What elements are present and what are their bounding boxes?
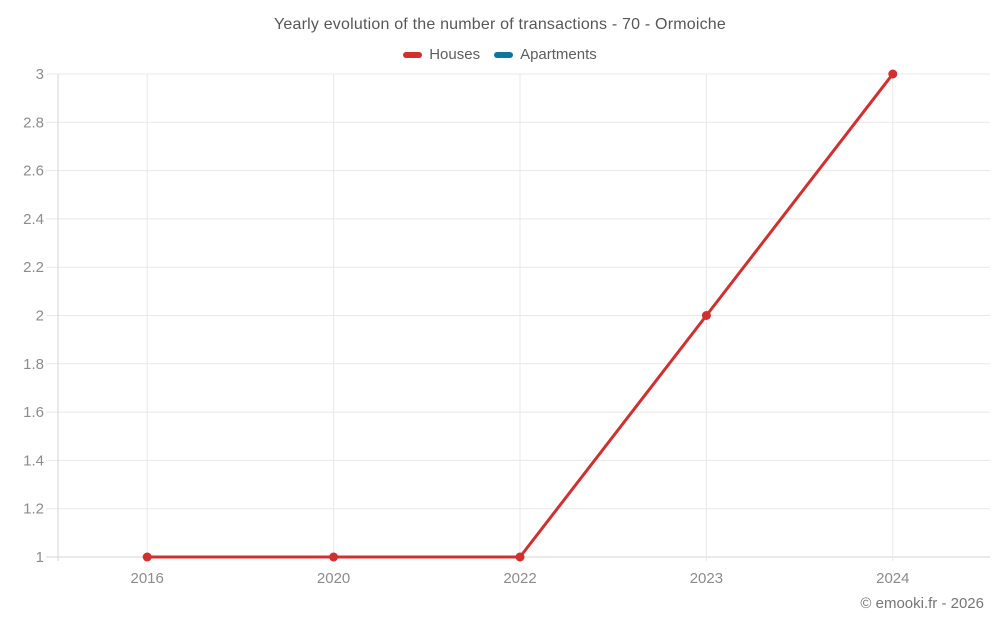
y-tick-label: 1.4 (23, 452, 44, 469)
legend-label-houses: Houses (429, 46, 481, 63)
data-point-houses[interactable] (142, 552, 152, 562)
x-tick-label: 2020 (317, 570, 350, 587)
x-tick-label: 2016 (131, 570, 164, 587)
chart-legend: Houses Apartments (0, 46, 1000, 63)
data-point-houses[interactable] (329, 552, 339, 562)
y-tick-label: 2.6 (23, 163, 44, 180)
y-tick-label: 1 (36, 549, 44, 566)
y-tick-label: 2 (36, 308, 44, 325)
y-tick-label: 2.4 (23, 211, 44, 228)
y-tick-label: 2.2 (23, 259, 44, 276)
legend-label-apartments: Apartments (520, 46, 597, 63)
data-point-houses[interactable] (701, 311, 711, 320)
houses-swatch-icon (403, 51, 423, 58)
chart-title: Yearly evolution of the number of transa… (273, 16, 727, 33)
y-tick-label: 2.8 (23, 114, 44, 131)
x-tick-label: 2024 (876, 570, 909, 587)
y-tick-label: 3 (36, 66, 44, 83)
y-tick-label: 1.6 (23, 404, 44, 421)
data-point-houses[interactable] (515, 552, 525, 562)
y-tick-label: 1.2 (23, 501, 44, 518)
data-point-houses[interactable] (888, 69, 898, 79)
x-tick-label: 2022 (503, 570, 536, 587)
legend-item-houses[interactable]: Houses (403, 46, 480, 63)
copyright: © emooki.fr - 2026 (860, 595, 984, 612)
x-tick-label: 2023 (690, 570, 723, 587)
legend-item-apartments[interactable]: Apartments (494, 46, 597, 63)
apartments-swatch-icon (494, 51, 514, 58)
y-tick-label: 1.8 (23, 356, 44, 373)
